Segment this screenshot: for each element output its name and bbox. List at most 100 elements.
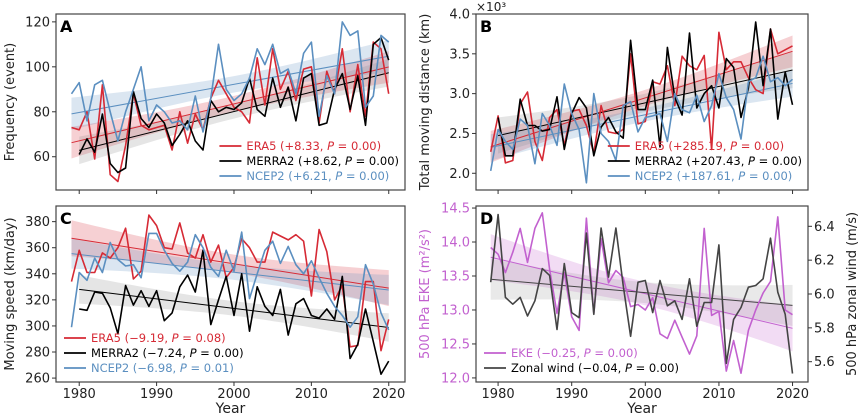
- panel-b: 2.0 2.5 3.0 3.5 4.0 Total moving distance (km…: [418, 0, 808, 194]
- legend-entry: NCEP2 (+6.21, P = 0.00): [219, 169, 389, 183]
- y-tick-label: 60: [33, 150, 50, 165]
- legend-entry: ERA5 (+285.19, P = 0.00): [608, 139, 784, 153]
- y-tick-label: 360: [25, 241, 50, 256]
- panel-a: 60 80 100 120 Frequency (event) A ERA5 (+8.33,…: [3, 14, 405, 194]
- legend: EKE (−0.25, P = 0.00)Zonal wind (−0.04, …: [484, 346, 679, 375]
- panel-c: 1980 1990 2000 2010 2020 260 280 300 320 340 360 38…: [3, 206, 405, 416]
- legend-text-part: = 0.08): [179, 331, 226, 345]
- panel-label: B: [480, 17, 492, 36]
- x-tick-label: 2020: [372, 387, 405, 402]
- x-tick-label: 2020: [776, 387, 809, 402]
- legend: ERA5 (+8.33, P = 0.00)MERRA2 (+8.62, P =…: [219, 139, 399, 183]
- legend-text-part: = 0.00): [197, 346, 244, 360]
- y-tick-label: 320: [25, 293, 50, 308]
- legend-text-part: MERRA2 (−7.24,: [91, 346, 190, 360]
- legend-entry: Zonal wind (−0.04, P = 0.00): [484, 361, 679, 375]
- legend-entry: EKE (−0.25, P = 0.00): [484, 346, 638, 360]
- y-tick-label-right: 6.2: [814, 254, 835, 269]
- legend-text-part: NCEP2 (+187.61,: [635, 169, 738, 183]
- legend-text-part: P: [327, 139, 334, 153]
- legend-label: EKE (−0.25, P = 0.00): [511, 346, 638, 360]
- legend-label: ERA5 (+8.33, P = 0.00): [246, 139, 381, 153]
- y-axis-label: Moving speed (km/day): [3, 217, 18, 370]
- legend-label: NCEP2 (−6.98, P = 0.01): [91, 361, 234, 375]
- legend-text-part: NCEP2 (−6.98,: [91, 361, 180, 375]
- y-tick-label: 14.0: [441, 236, 470, 251]
- legend-text-part: P: [172, 331, 179, 345]
- panel-label: D: [480, 209, 493, 228]
- y-tick-label: 14.5: [441, 202, 470, 217]
- legend-text-part: P: [345, 154, 352, 168]
- legend-text-part: = 0.00): [334, 139, 381, 153]
- legend-text-part: = 0.00): [632, 361, 679, 375]
- legend-text-part: EKE (−0.25,: [511, 346, 584, 360]
- legend: ERA5 (−9.19, P = 0.08)MERRA2 (−7.24, P =…: [64, 331, 244, 375]
- legend-entry: MERRA2 (+207.43, P = 0.00): [608, 154, 802, 168]
- x-tick-label: 2000: [629, 387, 662, 402]
- y-tick-label: 120: [25, 15, 50, 30]
- x-axis-label: Year: [626, 401, 657, 416]
- panel-label: A: [60, 17, 73, 36]
- legend-label: Zonal wind (−0.04, P = 0.00): [511, 361, 679, 375]
- y-tick-label: 340: [25, 267, 50, 282]
- y-tick-label: 12.5: [441, 337, 470, 352]
- y-tick-label: 100: [25, 60, 50, 75]
- legend-text-part: = 0.00): [737, 139, 784, 153]
- y-tick-label: 12.0: [441, 371, 470, 386]
- y-axis-label: Frequency (event): [3, 43, 18, 161]
- y-tick-label-right: 6.0: [814, 288, 835, 303]
- y-tick-label: 300: [25, 319, 50, 334]
- legend-text-part: P: [625, 361, 632, 375]
- y-tick-label: 2.0: [449, 167, 470, 182]
- legend-entry: MERRA2 (+8.62, P = 0.00): [219, 154, 399, 168]
- legend-text-part: P: [584, 346, 591, 360]
- y-tick-label: 2.5: [449, 127, 470, 142]
- legend-text-part: MERRA2 (+8.62,: [246, 154, 345, 168]
- y-axis-label: Total moving distance (km): [418, 14, 433, 192]
- x-axis-label: Year: [215, 401, 246, 416]
- legend-label: NCEP2 (+6.21, P = 0.00): [246, 169, 389, 183]
- y-tick-label: 260: [25, 372, 50, 387]
- legend-label: ERA5 (−9.19, P = 0.08): [91, 331, 226, 345]
- legend-entry: NCEP2 (+187.61, P = 0.00): [608, 169, 792, 183]
- legend: ERA5 (+285.19, P = 0.00)MERRA2 (+207.43,…: [608, 139, 802, 183]
- x-tick-label: 2000: [217, 387, 250, 402]
- x-tick-label: 2010: [702, 387, 735, 402]
- x-tick-label: 2010: [295, 387, 328, 402]
- legend-entry: NCEP2 (−6.98, P = 0.01): [64, 361, 234, 375]
- legend-text-part: = 0.00): [745, 169, 792, 183]
- legend-text-part: P: [190, 346, 197, 360]
- legend-text-part: ERA5 (−9.19,: [91, 331, 172, 345]
- legend-label: MERRA2 (+8.62, P = 0.00): [246, 154, 399, 168]
- y-tick-label: 13.5: [441, 269, 470, 284]
- y-tick-label: 13.0: [441, 303, 470, 318]
- x-tick-label: 1990: [140, 387, 173, 402]
- legend-label: MERRA2 (−7.24, P = 0.00): [91, 346, 244, 360]
- legend-text-part: P: [730, 139, 737, 153]
- y-tick-label: 380: [25, 215, 50, 230]
- y-tick-label: 280: [25, 346, 50, 361]
- legend-label: NCEP2 (+187.61, P = 0.00): [635, 169, 792, 183]
- x-tick-label: 1980: [482, 387, 515, 402]
- y-tick-label: 80: [33, 105, 50, 120]
- y-tick-label: 3.5: [449, 47, 470, 62]
- x-tick-label: 1980: [63, 387, 96, 402]
- y-tick-label: 3.0: [449, 87, 470, 102]
- y-axis-label: 500 hPa EKE (m²/s²): [418, 229, 433, 359]
- legend-label: MERRA2 (+207.43, P = 0.00): [635, 154, 802, 168]
- legend-text-part: ERA5 (+285.19,: [635, 139, 730, 153]
- legend-entry: ERA5 (+8.33, P = 0.00): [219, 139, 381, 153]
- legend-text-part: P: [180, 361, 187, 375]
- legend-text-part: P: [335, 169, 342, 183]
- y-tick-label: 4.0: [449, 8, 470, 23]
- panel-label: C: [60, 209, 72, 228]
- legend-text-part: MERRA2 (+207.43,: [635, 154, 748, 168]
- y-offset-label: ×10³: [476, 0, 506, 14]
- legend-text-part: = 0.00): [591, 346, 638, 360]
- legend-text-part: = 0.00): [342, 169, 389, 183]
- y-tick-label-right: 5.6: [814, 355, 835, 370]
- legend-text-part: Zonal wind (−0.04,: [511, 361, 625, 375]
- legend-text-part: P: [738, 169, 745, 183]
